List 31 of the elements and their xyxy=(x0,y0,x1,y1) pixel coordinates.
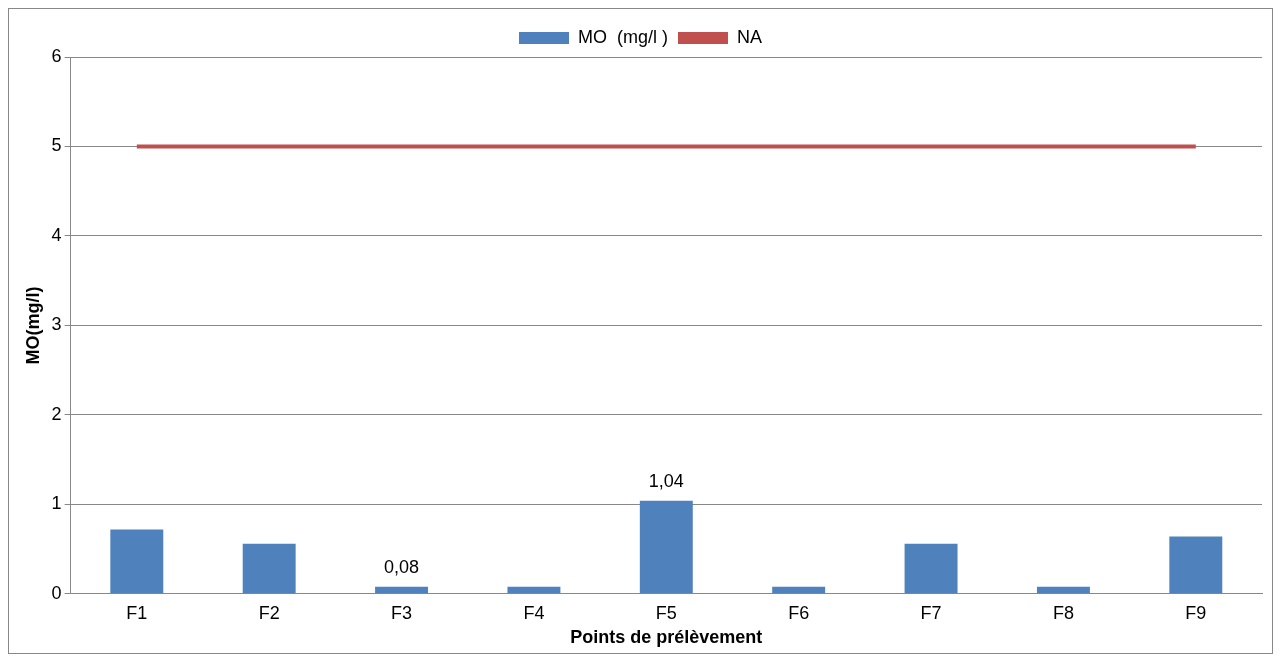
bar xyxy=(904,543,958,594)
legend-label: NA xyxy=(736,26,763,47)
x-tick-label: F4 xyxy=(523,602,545,623)
data-label: 1,04 xyxy=(648,470,684,491)
x-tick-label: F3 xyxy=(391,602,413,623)
bar xyxy=(1169,536,1223,594)
bar xyxy=(507,586,561,594)
legend-label: MO (mg/l ) xyxy=(578,26,668,47)
x-tick-label: F9 xyxy=(1185,602,1207,623)
bar xyxy=(1036,586,1090,594)
x-axis-title: Points de prélèvement xyxy=(570,627,763,648)
y-tick-label: 2 xyxy=(51,403,62,424)
x-tick-label: F7 xyxy=(920,602,942,623)
bar xyxy=(110,529,164,594)
y-tick-label: 3 xyxy=(51,314,62,335)
bar xyxy=(375,586,429,594)
x-tick-label: F5 xyxy=(655,602,677,623)
y-tick-label: 4 xyxy=(51,224,62,245)
bar xyxy=(639,500,693,594)
data-label: 0,08 xyxy=(384,556,420,577)
bar xyxy=(242,543,296,594)
y-tick-label: 5 xyxy=(51,135,62,156)
x-tick-label: F8 xyxy=(1052,602,1074,623)
x-tick-label: F6 xyxy=(788,602,810,623)
y-axis-title: MO(mg/l) xyxy=(22,286,43,365)
y-tick-label: 0 xyxy=(51,582,62,603)
y-tick-label: 1 xyxy=(51,493,62,514)
x-tick-label: F2 xyxy=(258,602,280,623)
x-tick-label: F1 xyxy=(126,602,148,623)
y-tick-label: 6 xyxy=(51,45,62,66)
bar xyxy=(772,586,826,594)
